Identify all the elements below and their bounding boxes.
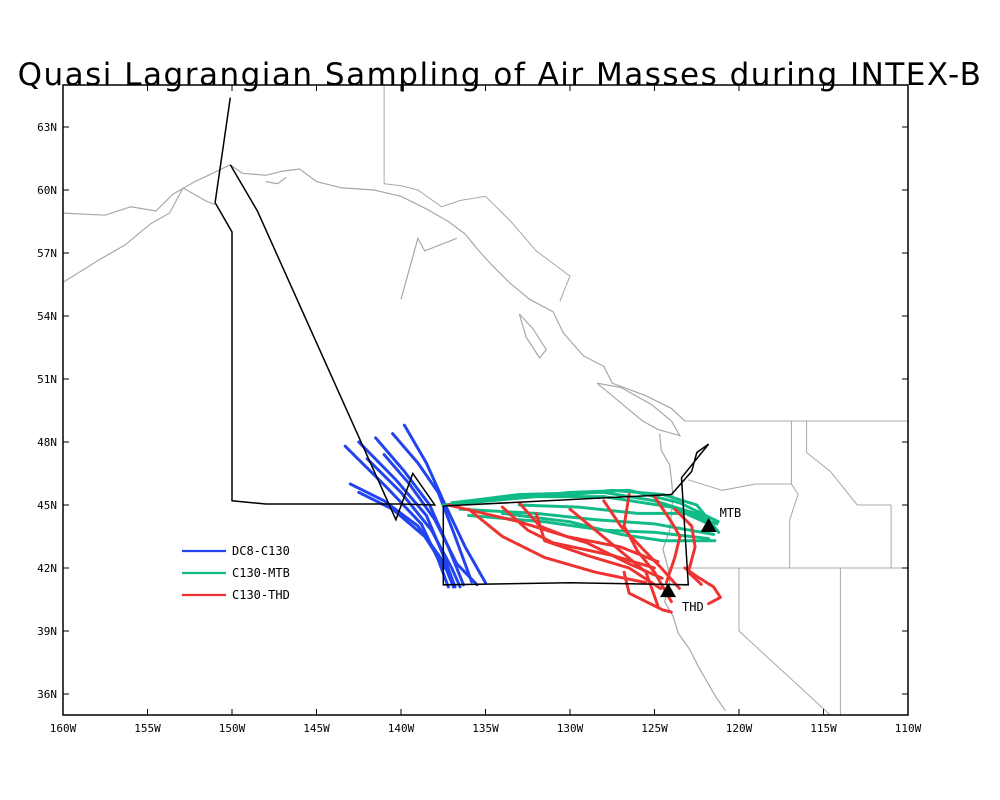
lat-tick-label: 39N [37,625,57,638]
coastline [229,164,686,422]
legend-label: DC8-C130 [232,544,290,558]
trajectory-c130-mtb [517,503,719,526]
lat-tick-label: 42N [37,562,57,575]
axis-layer: 36N 39N 42N 45N 48N 51N 54N 57N 60N 63N 160W 155W 15… [37,85,922,735]
lat-tick-label: 45N [37,499,57,512]
lon-tick-label: 155W [134,722,161,735]
trajectory-dc8-c130 [402,423,487,585]
trajectory-c130-thd [467,507,648,585]
site-layer: MTB THD [660,506,741,614]
political-border [738,568,831,715]
political-border [839,505,892,715]
political-border [384,183,571,302]
lat-tick-label: 63N [37,121,57,134]
lon-tick-label: 130W [557,722,584,735]
lat-tick-label: 48N [37,436,57,449]
flight-track-layer [214,97,710,586]
lon-tick-label: 110W [895,722,922,735]
lon-tick-label: 120W [726,722,753,735]
flight-track [214,97,437,522]
trajectory-c130-thd [653,495,682,585]
trajectory-c130-thd [534,511,663,591]
lat-tick-label: 57N [37,247,57,260]
map-title: Quasi Lagrangian Sampling of Air Masses … [17,56,983,93]
lon-tick-label: 115W [810,722,837,735]
legend-label: C130-MTB [232,566,290,580]
trajectory-c130-thd [683,566,722,606]
site-label-thd: THD [682,600,704,614]
lat-tick-label: 36N [37,688,57,701]
trajectory-c130-thd [673,507,704,587]
coastline [265,176,287,185]
lon-tick-label: 135W [472,722,499,735]
site-marker-thd [660,583,677,598]
site-label-mtb: MTB [720,506,742,520]
legend: DC8-C130 C130-MTB C130-THD [182,544,290,602]
trajectory-dc8-c130 [365,457,462,589]
trajectory-c130-thd [622,570,673,614]
lon-tick-label: 125W [641,722,668,735]
lon-tick-label: 145W [303,722,330,735]
lat-tick-label: 60N [37,184,57,197]
coastline [596,382,682,437]
political-border [688,421,792,491]
coastline [63,187,216,283]
flight-track [442,443,710,586]
trajectory-c130-thd [622,493,673,604]
coastline [63,164,231,216]
coastline [518,313,548,360]
lon-tick-label: 160W [50,722,77,735]
political-border [789,483,799,568]
lat-tick-label: 54N [37,310,57,323]
site-marker-mtb [700,518,717,532]
trajectory-dc8-c130 [357,440,457,589]
lat-tick-label: 51N [37,373,57,386]
border-layer [383,85,908,715]
trajectory-dc8-c130 [382,453,479,587]
lon-tick-label: 150W [219,722,246,735]
legend-label: C130-THD [232,588,290,602]
trajectory-c130-thd [517,501,660,564]
trajectory-dc8-c130 [343,444,450,589]
political-border [806,421,892,506]
lon-tick-label: 140W [388,722,415,735]
coastline [400,236,458,300]
plot-frame [62,84,909,716]
